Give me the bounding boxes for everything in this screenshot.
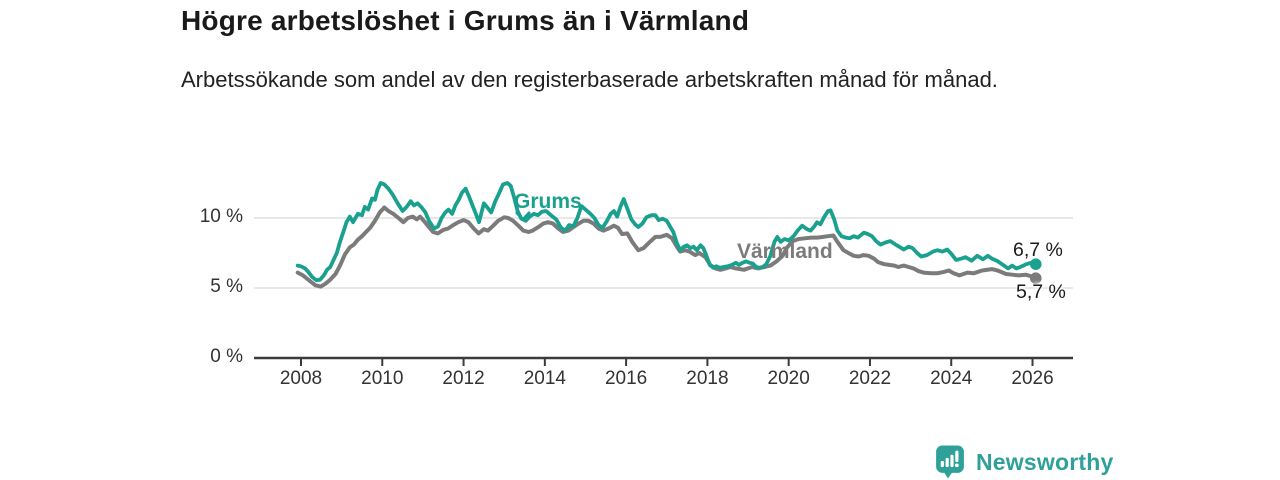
y-tick-label: 0 % [210,346,243,367]
x-tick-label: 2024 [930,368,973,389]
x-tick-label: 2014 [523,368,566,389]
x-tick-label: 2020 [767,368,810,389]
y-tick-label: 5 % [210,276,243,297]
x-tick-label: 2010 [361,368,404,389]
y-tick-label: 10 % [199,206,243,227]
x-tick-label: 2018 [686,368,729,389]
newsworthy-logo: Newsworthy [935,445,1113,479]
page-title: Högre arbetslöshet i Grums än i Värmland [181,5,750,36]
series-label-grums: Grums [514,190,582,213]
chart-subtitle: Arbetssökande som andel av den registerb… [181,67,998,92]
series-end-dot-grums [1029,258,1042,271]
x-tick-label: 2012 [442,368,485,389]
newsworthy-wordmark: Newsworthy [976,448,1114,475]
series-line-värmland [295,205,1038,289]
x-tick-label: 2026 [1011,368,1054,389]
x-tick-label: 2022 [848,368,892,389]
series-end-dot-värmland [1029,272,1042,285]
chevron-down-icon [515,211,531,221]
end-value-label-varmland: 5,7 % [1016,281,1066,303]
series-line-grums [295,181,1038,283]
x-tick-label: 2016 [604,368,648,389]
series-label-varmland: Värmland [737,240,833,263]
newsworthy-bubble-chart-icon [936,445,964,479]
x-tick-label: 2008 [279,368,323,389]
end-value-label-grums: 6,7 % [1013,239,1063,261]
